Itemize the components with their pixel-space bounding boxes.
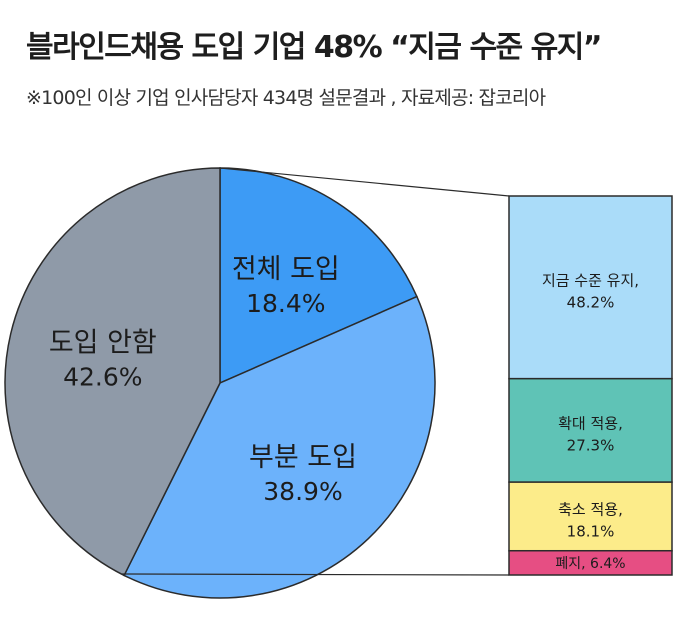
bar-label-reduce: 축소 적용,	[558, 500, 623, 518]
pie: 전체 도입 18.4% 부분 도입 38.9% 도입 안함 42.6%	[4, 167, 436, 599]
connector-line-top	[219, 167, 510, 197]
bar-segment-keep	[508, 195, 673, 380]
pie-value-none: 42.6%	[63, 362, 142, 391]
bar-value-keep: 48.2%	[567, 293, 615, 311]
pie-label-partial: 부분 도입	[249, 442, 357, 473]
bar-label-abolish: 폐지, 6.4%	[555, 556, 625, 572]
bar-value-expand: 27.3%	[567, 436, 615, 454]
connector-line-bottom	[121, 573, 510, 576]
bar-label-expand: 확대 적용,	[558, 414, 623, 432]
pie-slice-full	[219, 167, 418, 385]
bar-label-keep: 지금 수준 유지,	[542, 271, 639, 289]
stacked-bar: 지금 수준 유지, 48.2% 확대 적용, 27.3% 축소 적용, 18.1% 폐지, …	[508, 195, 673, 576]
pie-slice-partial	[123, 295, 436, 599]
pie-value-partial: 38.9%	[263, 477, 342, 506]
bar-value-reduce: 18.1%	[567, 522, 615, 540]
pie-slice-none	[4, 167, 221, 577]
pie-label-none: 도입 안함	[49, 327, 157, 358]
chart-subtitle: ※100인 이상 기업 인사담당자 434명 설문결과 , 자료제공: 잡코리아	[26, 87, 546, 109]
bar-segment-abolish	[508, 549, 673, 576]
pie-label-full: 전체 도입	[232, 254, 340, 285]
chart-title: 블라인드채용 도입 기업 48% “지금 수준 유지”	[26, 30, 603, 65]
pie-value-full: 18.4%	[246, 289, 325, 318]
